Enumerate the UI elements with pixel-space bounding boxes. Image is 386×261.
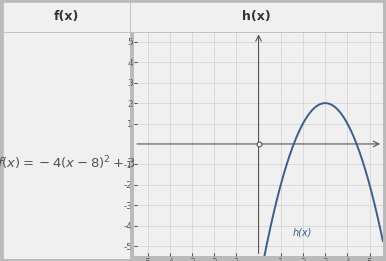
Text: f(x): f(x) xyxy=(54,10,80,23)
Text: h(x): h(x) xyxy=(242,10,271,23)
Text: $f(x) = -4(x - 8)^2 + 3$: $f(x) = -4(x - 8)^2 + 3$ xyxy=(0,155,136,172)
Text: h(x): h(x) xyxy=(293,228,312,238)
